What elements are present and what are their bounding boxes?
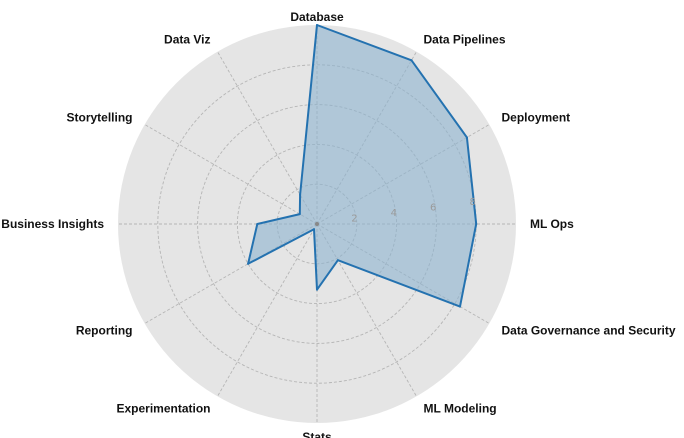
category-label-data-pipelines: Data Pipelines — [424, 33, 506, 47]
data-point-data-viz — [299, 193, 302, 196]
data-point-ml-ops — [475, 223, 478, 225]
data-point-stats — [316, 288, 318, 291]
data-point-ml-modeling — [336, 259, 339, 262]
category-labels: Database Data Pipelines Deployment ML Ops Da… — [1, 10, 676, 438]
category-label-ml-modeling: ML Modeling — [424, 402, 497, 416]
category-label-data-governance-and-security: Data Governance and Security — [502, 324, 676, 338]
tick-label: 6 — [430, 202, 436, 213]
grid-spoke — [144, 124, 318, 225]
tick-label: 2 — [351, 213, 357, 224]
data-point-database — [316, 24, 318, 26]
category-label-ml-ops: ML Ops — [530, 217, 574, 231]
category-label-deployment: Deployment — [502, 111, 571, 125]
category-label-storytelling: Storytelling — [66, 111, 132, 125]
category-label-database: Database — [290, 10, 344, 24]
grid-spoke — [316, 223, 417, 397]
category-label-stats: Stats — [302, 430, 332, 438]
data-point-business-insights — [256, 223, 259, 225]
grid-spoke — [144, 223, 318, 324]
center-dot — [315, 222, 319, 226]
data-point-experimentation — [313, 228, 316, 231]
category-label-data-viz: Data Viz — [164, 33, 210, 47]
data-points — [247, 24, 478, 308]
tick-label: 8 — [469, 197, 475, 208]
data-point-data-governance-and-security — [459, 305, 462, 308]
data-point-storytelling — [298, 213, 301, 216]
data-point-data-pipelines — [410, 59, 413, 62]
grid-spoke — [217, 51, 318, 225]
tick-label: 4 — [391, 208, 397, 219]
category-label-reporting: Reporting — [76, 324, 133, 338]
data-point-reporting — [247, 262, 250, 265]
grid-spoke — [217, 223, 318, 397]
data-point-deployment — [465, 136, 468, 139]
category-label-experimentation: Experimentation — [116, 402, 210, 416]
category-label-business-insights: Business Insights — [1, 217, 104, 231]
radial-tick-labels: 2 4 6 8 — [351, 197, 476, 225]
